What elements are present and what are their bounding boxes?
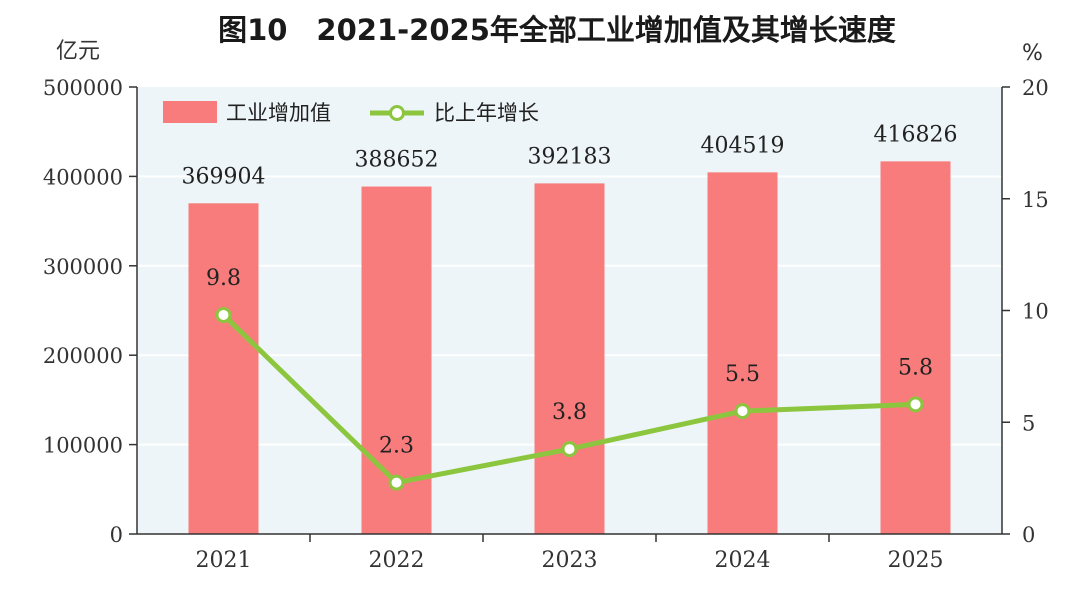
bar-value-label: 369904: [182, 164, 266, 189]
data-labels: 369904 388652 392183 404519 416826 9.8 2.3 3.8 5…: [182, 122, 958, 458]
bar-value-label: 404519: [701, 133, 785, 158]
bar-value-label: 388652: [355, 148, 439, 173]
chart-title: 图10 2021-2025年全部工业增加值及其增长速度: [218, 13, 896, 47]
right-axis-unit: %: [1022, 41, 1043, 66]
right-tick-label: 5: [1022, 411, 1035, 435]
x-tick-label: 2024: [715, 548, 771, 573]
legend-bar-swatch: [163, 101, 217, 123]
right-tick-label: 0: [1022, 523, 1035, 547]
legend-line-marker: [389, 105, 405, 121]
growth-point: [907, 396, 924, 413]
growth-point: [561, 441, 578, 458]
growth-value-label: 3.8: [552, 400, 587, 425]
legend-line-label: 比上年增长: [434, 101, 539, 125]
growth-point: [215, 306, 232, 323]
left-tick-label: 100000: [43, 434, 123, 458]
growth-value-label: 9.8: [206, 266, 241, 291]
left-tick-label: 400000: [43, 165, 123, 189]
left-tick-label: 500000: [43, 76, 123, 100]
bar: [707, 172, 778, 534]
bar: [880, 161, 951, 535]
x-tick-label: 2023: [542, 548, 598, 573]
line-series: [215, 306, 924, 491]
growth-value-label: 5.5: [725, 362, 760, 387]
left-axis-unit: 亿元: [56, 39, 100, 64]
left-tick-label: 300000: [43, 255, 123, 279]
x-tick-label: 2022: [369, 548, 425, 573]
legend-bar-label: 工业增加值: [226, 101, 331, 125]
bar-value-label: 392183: [528, 144, 612, 169]
growth-point: [388, 474, 405, 491]
bar-value-label: 416826: [874, 122, 958, 147]
legend: 工业增加值 比上年增长: [163, 101, 539, 125]
growth-value-label: 2.3: [379, 434, 414, 459]
bar: [188, 203, 259, 534]
growth-value-label: 5.8: [898, 355, 933, 380]
axes: 0100000200000300000400000500000051015202…: [43, 76, 1049, 573]
right-tick-label: 20: [1022, 76, 1049, 100]
x-tick-label: 2021: [196, 548, 252, 573]
left-tick-label: 0: [110, 523, 123, 547]
right-tick-label: 10: [1022, 300, 1049, 324]
right-tick-label: 15: [1022, 188, 1049, 212]
bar: [534, 183, 605, 534]
x-tick-label: 2025: [888, 548, 944, 573]
growth-point: [734, 403, 751, 420]
left-tick-label: 200000: [43, 344, 123, 368]
